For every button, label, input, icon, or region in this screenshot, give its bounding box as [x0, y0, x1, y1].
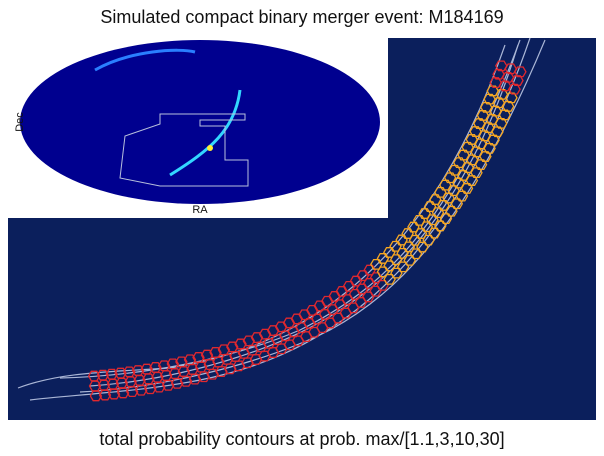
- sky-tile: [482, 122, 495, 134]
- sky-tile: [514, 66, 527, 78]
- sky-tile: [434, 220, 447, 232]
- figure-caption: total probability contours at prob. max/…: [99, 429, 504, 449]
- sky-tile: [491, 126, 504, 138]
- sky-tile: [501, 100, 515, 112]
- sky-tile: [416, 241, 429, 253]
- sky-tile: [478, 130, 491, 142]
- sky-tile: [473, 118, 486, 129]
- sky-tile: [492, 68, 505, 80]
- sky-tile: [98, 389, 112, 401]
- contour: [79, 39, 546, 393]
- sky-tile: [125, 386, 139, 398]
- sky-tile: [498, 109, 512, 121]
- sky-tile: [483, 142, 496, 154]
- inset-y-label: Dec: [14, 112, 26, 132]
- sky-tile: [161, 379, 175, 391]
- sky-tile: [107, 388, 121, 400]
- sky-tile: [465, 134, 478, 145]
- sky-tile: [489, 77, 502, 89]
- sky-tile: [170, 377, 184, 389]
- sky-tile: [188, 373, 202, 385]
- sky-tile: [116, 387, 130, 399]
- sky-tile: [460, 183, 474, 194]
- sky-tile: [508, 83, 521, 95]
- footprint-outline: [119, 113, 249, 187]
- tile-layer: [87, 60, 527, 402]
- sky-tile: [258, 350, 271, 362]
- sky-tile: [483, 93, 496, 105]
- sky-tile: [450, 198, 464, 210]
- sky-tile: [487, 134, 500, 146]
- sky-tile: [489, 105, 502, 117]
- sky-tile: [501, 71, 515, 83]
- sky-tile: [470, 167, 483, 179]
- sky-tile: [266, 347, 280, 358]
- sky-tile: [241, 357, 254, 369]
- sky-tile: [474, 159, 488, 171]
- sky-tile: [492, 97, 506, 109]
- sky-tile: [153, 381, 166, 393]
- sky-tile: [511, 75, 524, 86]
- sky-tile: [486, 85, 499, 97]
- sky-tile: [206, 368, 219, 380]
- sky-tile: [505, 92, 518, 104]
- sky-tile: [89, 390, 103, 402]
- sky-tile: [495, 60, 508, 72]
- probability-peak: [207, 145, 213, 151]
- contour: [59, 39, 521, 379]
- sky-tile: [504, 63, 518, 75]
- figure-title: Simulated compact binary merger event: M…: [100, 7, 503, 27]
- sky-tile: [215, 366, 228, 378]
- sky-tile: [455, 190, 469, 202]
- sky-tile: [422, 234, 435, 246]
- sky-tile: [485, 114, 499, 125]
- sky-tile: [249, 354, 263, 365]
- sky-tile: [495, 88, 509, 100]
- sky-tile: [403, 254, 416, 266]
- sky-tile: [479, 151, 492, 162]
- sky-tile: [439, 213, 453, 225]
- sky-tile: [144, 383, 157, 395]
- sky-tile: [197, 371, 211, 383]
- sky-tile: [445, 205, 458, 217]
- sky-tile: [465, 175, 479, 186]
- sky-tile: [494, 117, 508, 129]
- sky-tile: [469, 126, 482, 137]
- probability-arc: [94, 48, 196, 72]
- sky-tile: [134, 384, 148, 396]
- sky-tile: [476, 110, 490, 121]
- sky-tile: [409, 248, 423, 260]
- sky-tile: [428, 227, 441, 239]
- sky-tile: [232, 360, 246, 372]
- probability-arc: [169, 89, 242, 177]
- sky-tile: [498, 80, 512, 92]
- inset-x-label: RA: [192, 204, 208, 216]
- sky-tile: [223, 363, 237, 375]
- sky-tile: [474, 138, 487, 150]
- sky-tile: [480, 101, 493, 113]
- sky-tile: [179, 375, 193, 387]
